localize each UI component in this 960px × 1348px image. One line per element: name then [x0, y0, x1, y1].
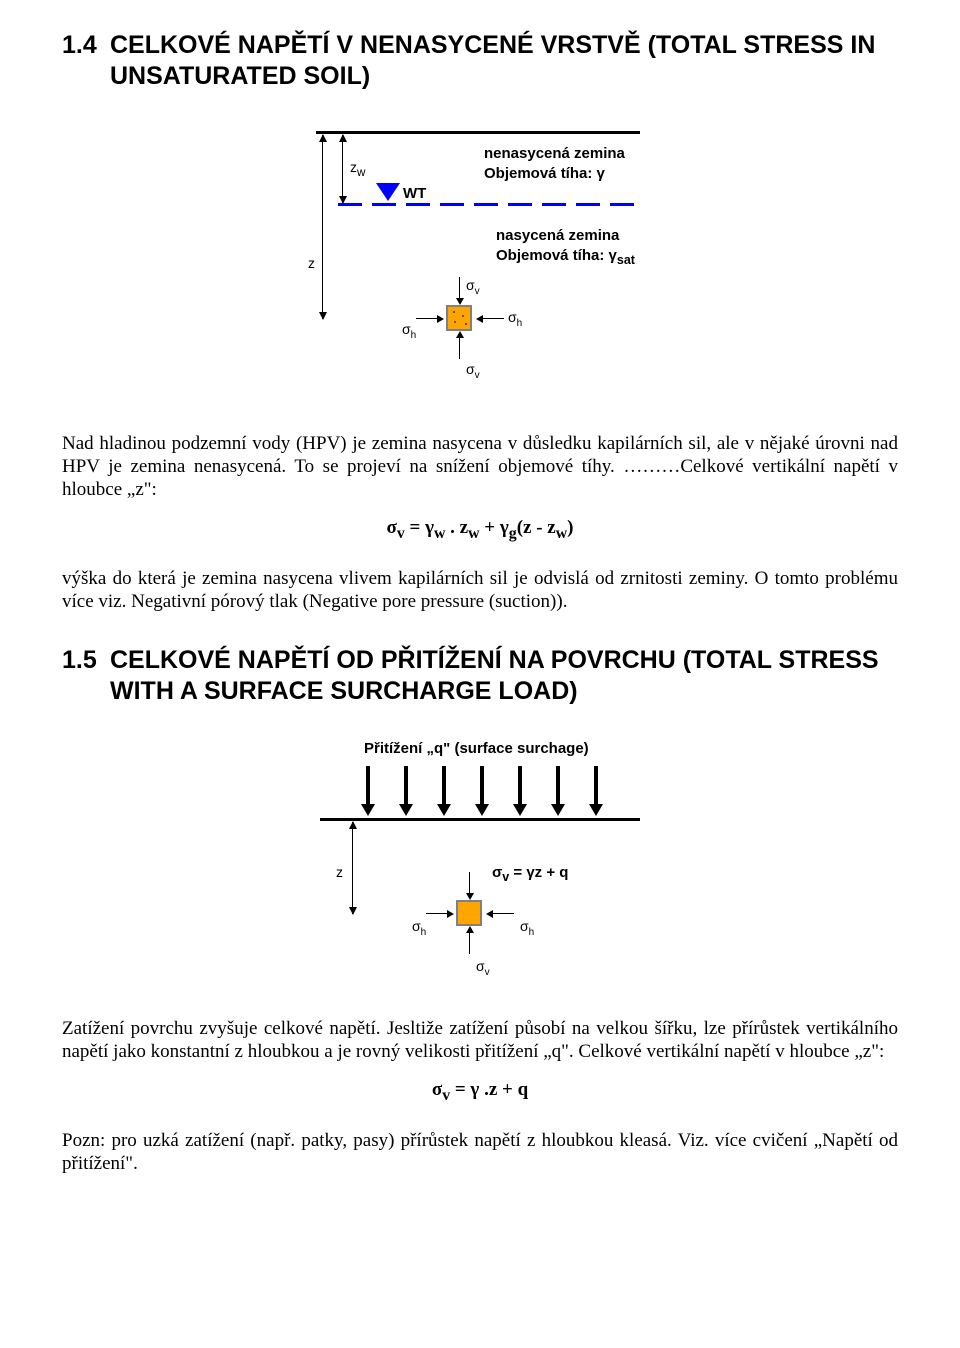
fig2-surcharge-arrow [442, 766, 446, 806]
fig1-arrow-sigma-h-right [482, 318, 504, 319]
fig2-stress-box [456, 900, 482, 926]
fig2-sigma-v-bot: σv [476, 958, 490, 978]
fig2-arrow-sigma-h-right [492, 913, 514, 914]
fig1-sigma-h-left: σh [402, 321, 416, 341]
fig1-sat-line1: nasycená zemina [496, 227, 619, 244]
fig1-wt-dash [610, 203, 634, 206]
fig2-z-label: z [336, 864, 343, 880]
fig1-dim-z [322, 135, 323, 319]
fig1-sigma-v-bot: σv [466, 361, 480, 381]
fig1-wt-dash [576, 203, 600, 206]
figure-2-wrap: Přitížení „q" (surface surchage) z σv = … [62, 736, 898, 993]
fig1-z-label: z [308, 255, 315, 271]
fig1-arrow-sigma-v-bot [459, 337, 460, 359]
section-1-5-formula: σv = γ .z + q [62, 1079, 898, 1105]
fig2-arrow-sigma-v-top [469, 872, 470, 894]
fig1-wt-dash [474, 203, 498, 206]
section-1-4-title: CELKOVÉ NAPĚTÍ V NENASYCENÉ VRSTVĚ (TOTA… [110, 30, 898, 93]
fig1-zw-label: zw [350, 159, 365, 179]
section-1-5-para1: Zatížení povrchu zvyšuje celkové napětí.… [62, 1017, 898, 1063]
fig2-surcharge-arrow [518, 766, 522, 806]
fig2-surcharge-label: Přitížení „q" (surface surchage) [364, 740, 589, 757]
fig2-sigma-h-right: σh [520, 918, 534, 938]
fig1-wt-dash [508, 203, 532, 206]
section-1-5-heading: 1.5 CELKOVÉ NAPĚTÍ OD PŘITÍŽENÍ NA POVRC… [62, 645, 898, 708]
fig1-unsat-line1: nenasycená zemina [484, 145, 625, 162]
fig1-wt-dash [406, 203, 430, 206]
fig1-stress-box [446, 305, 472, 331]
section-1-4-para2: výška do která je zemina nasycena vlivem… [62, 567, 898, 613]
fig1-wt-dash [338, 203, 362, 206]
fig2-eq: σv = γz + q [492, 864, 568, 884]
fig1-wt-dash [372, 203, 396, 206]
fig1-arrow-sigma-v-top [459, 277, 460, 299]
fig2-surcharge-arrow [480, 766, 484, 806]
fig2-arrow-sigma-h-left [426, 913, 448, 914]
fig2-surcharge-arrow [594, 766, 598, 806]
fig1-wt-label: WT [403, 185, 426, 202]
fig2-surcharge-arrow [404, 766, 408, 806]
fig1-ground-line [316, 131, 640, 134]
fig1-unsat-line2: Objemová tíha: γ [484, 165, 605, 182]
fig2-dim-z [352, 822, 353, 914]
figure-1-wrap: zw z WT nenasycená zemina Objemová tíha:… [62, 121, 898, 408]
figure-2: Přitížení „q" (surface surchage) z σv = … [300, 736, 660, 988]
section-1-5-number: 1.5 [62, 645, 110, 708]
fig2-ground-line [320, 818, 640, 821]
section-1-4-para1: Nad hladinou podzemní vody (HPV) je zemi… [62, 432, 898, 502]
section-1-4-number: 1.4 [62, 30, 110, 93]
section-1-5-title: CELKOVÉ NAPĚTÍ OD PŘITÍŽENÍ NA POVRCHU (… [110, 645, 898, 708]
section-1-4-heading: 1.4 CELKOVÉ NAPĚTÍ V NENASYCENÉ VRSTVĚ (… [62, 30, 898, 93]
fig1-wt-dash [440, 203, 464, 206]
section-1-5-note: Pozn: pro uzká zatížení (např. patky, pa… [62, 1129, 898, 1175]
section-1-4-formula: σv = γw . zw + γg(z - zw) [62, 517, 898, 543]
fig1-sigma-h-right: σh [508, 309, 522, 329]
fig1-dim-zw [342, 135, 343, 203]
fig1-sat-line2: Objemová tíha: γsat [496, 247, 635, 267]
fig1-wt-dash [542, 203, 566, 206]
fig1-sigma-v-top: σv [466, 277, 480, 297]
fig2-sigma-h-left: σh [412, 918, 426, 938]
figure-1: zw z WT nenasycená zemina Objemová tíha:… [290, 121, 670, 403]
fig2-surcharge-arrow [556, 766, 560, 806]
fig1-arrow-sigma-h-left [416, 318, 438, 319]
fig1-wt-triangle [376, 183, 400, 201]
fig2-arrow-sigma-v-bot [469, 932, 470, 954]
fig2-surcharge-arrow [366, 766, 370, 806]
